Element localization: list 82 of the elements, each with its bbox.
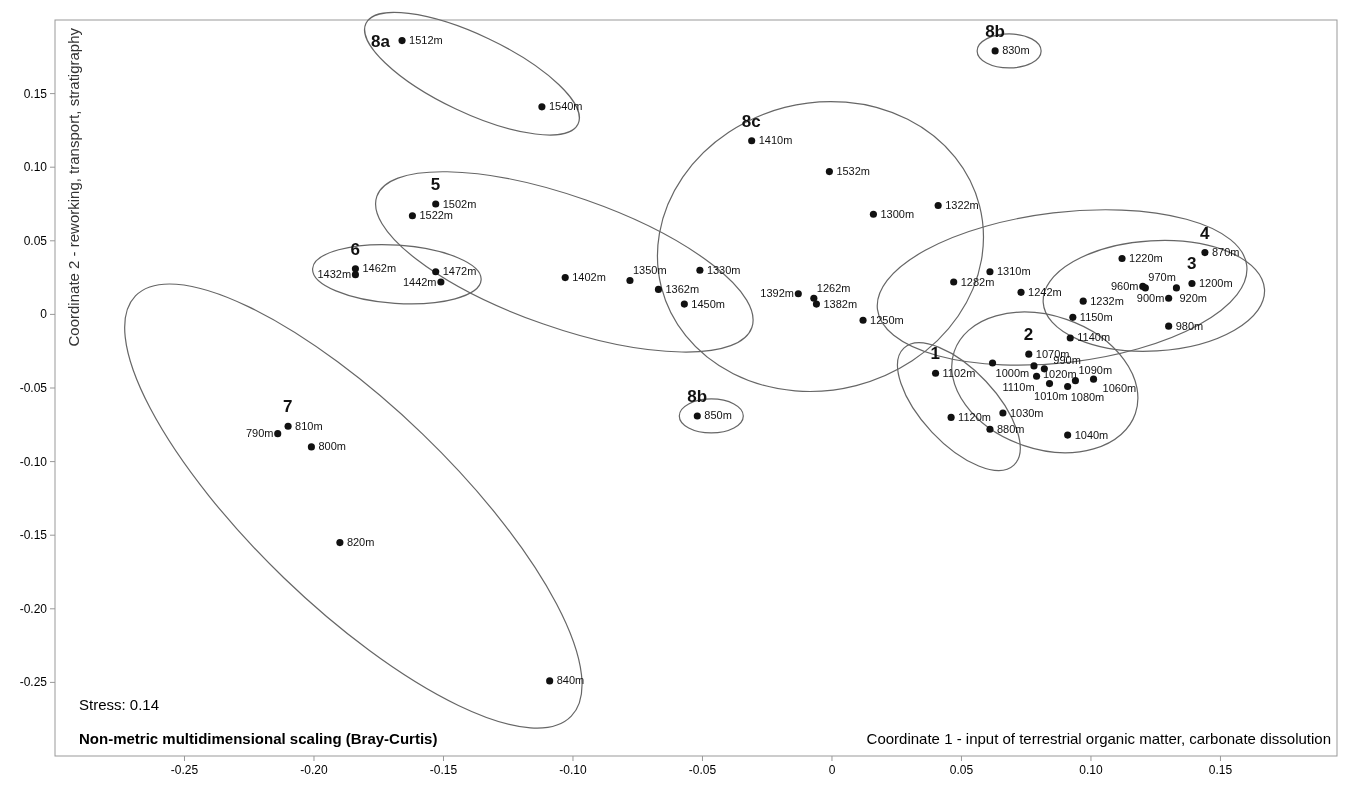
series-label: 3: [1186, 254, 1197, 274]
annotation: 900m: [1136, 291, 1165, 304]
annotation: 920m: [1179, 292, 1207, 305]
x-tick-label: 0: [828, 763, 836, 777]
annotation: 830m: [1002, 44, 1030, 57]
y-tick-label: -0.10: [19, 454, 48, 469]
annotation: 1512m: [409, 34, 443, 47]
annotation: 1200m: [1198, 276, 1233, 289]
annotation: 1000m: [995, 367, 1030, 380]
annotation: 1350m: [632, 264, 667, 277]
series-label: 8b: [687, 386, 708, 406]
y-tick-label: -0.20: [19, 601, 48, 616]
annotation: 1220m: [1129, 251, 1163, 264]
annotation: 1362m: [665, 282, 700, 295]
y-tick-label: 0.10: [23, 160, 48, 175]
annotation: 1442m: [402, 275, 437, 288]
x-tick-label: 0.15: [1208, 763, 1233, 777]
annotation: 1432m: [317, 268, 352, 281]
y-tick-label: 0.05: [23, 233, 48, 248]
annotation: 960m: [1110, 279, 1139, 292]
annotation: 1310m: [996, 265, 1031, 278]
annotation: Non-metric multidimensional scaling (Bray-Curtis): [79, 730, 438, 747]
annotation: 1040m: [1074, 428, 1109, 441]
annotation: 1300m: [880, 207, 915, 220]
annotation: 1262m: [816, 281, 851, 294]
annotation: 1110m: [1002, 380, 1035, 393]
x-tick-label: 0.05: [949, 763, 974, 777]
y-tick-label: -0.25: [19, 675, 48, 690]
x-tick-label: -0.25: [170, 763, 199, 777]
annotation: 1080m: [1070, 391, 1105, 404]
x-tick-label: -0.15: [429, 763, 458, 777]
series-label: 5: [430, 175, 441, 194]
annotation: Stress: 0.14: [79, 696, 160, 713]
x-tick-label: -0.20: [300, 763, 328, 777]
series-label: 2: [1023, 325, 1034, 345]
series-label: 1: [930, 344, 941, 364]
annotation: 790m: [245, 427, 274, 440]
annotation: 1462m: [362, 262, 397, 275]
annotation: 1242m: [1028, 285, 1062, 298]
x-axis-title: Coordinate 1 - input of terrestrial organic matter, carbonate dissolution: [866, 730, 1331, 747]
annotation: 1532m: [836, 165, 871, 178]
annotation: 1450m: [691, 297, 725, 310]
annotation: 1060m: [1102, 381, 1137, 394]
annotation: 1472m: [442, 265, 477, 278]
x-tick-label: -0.10: [559, 763, 587, 777]
annotation: 1250m: [870, 313, 904, 326]
annotation: 810m: [295, 419, 323, 432]
annotation: 1232m: [1090, 294, 1124, 307]
y-tick-label: -0.15: [19, 528, 48, 543]
annotation: 1330m: [706, 263, 741, 276]
y-axis-title: Coordinate 2 - reworking, transport, stratigraphy: [65, 27, 82, 347]
annotation: 1410m: [758, 134, 793, 147]
y-tick-label: -0.05: [19, 381, 48, 395]
annotation: 1020m: [1042, 368, 1077, 381]
series-label: 8c: [741, 111, 761, 131]
annotation: 1402m: [572, 271, 606, 284]
annotation: 1150m: [1079, 310, 1113, 323]
annotation: 1102m: [942, 366, 976, 379]
annotation: 1522m: [419, 209, 454, 222]
series-label: 7: [283, 397, 293, 417]
annotation: 1322m: [945, 198, 979, 211]
annotation: 840m: [556, 674, 585, 687]
annotation: 1382m: [823, 297, 858, 310]
annotation: 1392m: [760, 287, 794, 300]
series-label: 8a: [371, 31, 391, 51]
annotation: 800m: [318, 440, 346, 453]
annotation: 820m: [346, 536, 375, 549]
series-label: 6: [350, 239, 360, 259]
series-label: 8b: [985, 21, 1005, 41]
y-tick-label: 0: [40, 307, 48, 322]
annotation: 850m: [704, 409, 732, 422]
annotation: 1502m: [442, 197, 477, 210]
annotation: 880m: [996, 422, 1025, 435]
series-label: 4: [1199, 223, 1210, 243]
x-tick-label: -0.05: [688, 763, 717, 777]
annotation: 1010m: [1034, 390, 1068, 403]
annotation: 970m: [1148, 271, 1176, 284]
annotation: 1282m: [960, 275, 995, 288]
y-tick-label: 0.15: [23, 86, 48, 101]
annotation: 1090m: [1078, 364, 1113, 377]
annotation: 1030m: [1009, 406, 1044, 419]
x-tick-label: 0.10: [1079, 763, 1103, 777]
